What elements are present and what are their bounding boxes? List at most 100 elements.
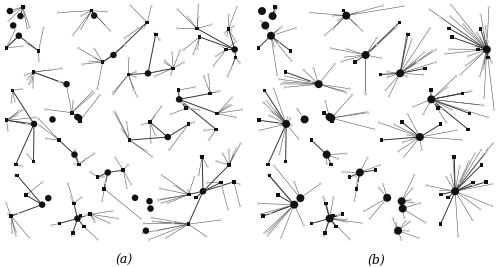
- Point: [28, 80, 36, 84]
- Point: [477, 13, 485, 17]
- Point: [382, 88, 390, 92]
- Point: [482, 150, 490, 155]
- Point: [308, 80, 316, 84]
- Point: [174, 7, 182, 12]
- Point: [476, 207, 484, 211]
- Point: [90, 47, 98, 51]
- Point: [90, 91, 98, 95]
- Point: [398, 199, 406, 203]
- Point: [224, 13, 232, 17]
- Point: [96, 93, 104, 97]
- Point: [330, 27, 338, 31]
- Point: [38, 180, 46, 184]
- Point: [136, 217, 144, 221]
- Point: [338, 59, 346, 64]
- Point: [224, 103, 232, 107]
- Point: [194, 172, 202, 177]
- Point: [346, 237, 354, 241]
- Point: [370, 127, 378, 131]
- Point: [8, 231, 16, 235]
- Point: [88, 9, 96, 13]
- Point: [466, 111, 473, 116]
- Point: [400, 215, 408, 220]
- Point: [108, 209, 116, 213]
- Point: [306, 10, 314, 15]
- Point: [26, 25, 34, 29]
- Point: [352, 175, 360, 179]
- Point: [82, 18, 90, 22]
- Point: [383, 196, 391, 200]
- Point: [294, 136, 302, 141]
- Point: [44, 196, 52, 200]
- Point: [456, 72, 464, 77]
- Point: [206, 91, 214, 96]
- Point: [184, 15, 192, 19]
- Point: [174, 88, 182, 92]
- Point: [426, 7, 434, 12]
- Point: [28, 123, 36, 127]
- Point: [77, 14, 85, 18]
- Point: [30, 122, 38, 126]
- Point: [148, 215, 156, 220]
- Point: [465, 159, 473, 163]
- Point: [204, 72, 212, 77]
- Point: [469, 180, 477, 184]
- Point: [358, 29, 366, 33]
- Point: [68, 197, 76, 202]
- Point: [452, 74, 460, 78]
- Point: [18, 164, 26, 168]
- Point: [373, 36, 381, 40]
- Point: [470, 44, 478, 48]
- Point: [342, 151, 350, 156]
- Point: [74, 216, 82, 221]
- Point: [146, 199, 154, 203]
- Point: [150, 74, 158, 78]
- Point: [207, 22, 215, 27]
- Point: [186, 107, 194, 111]
- Point: [13, 173, 21, 178]
- Point: [418, 148, 426, 152]
- Point: [225, 148, 233, 152]
- Point: [374, 43, 382, 47]
- Point: [342, 217, 350, 222]
- Point: [24, 77, 32, 81]
- Point: [314, 83, 322, 87]
- Point: [69, 33, 77, 37]
- Point: [286, 49, 294, 53]
- Point: [346, 175, 354, 179]
- Point: [448, 108, 456, 112]
- Point: [169, 220, 177, 225]
- Point: [396, 20, 404, 25]
- Point: [410, 173, 418, 177]
- Point: [232, 55, 239, 60]
- Point: [29, 85, 37, 89]
- Point: [385, 94, 393, 98]
- Point: [190, 175, 198, 179]
- Point: [320, 111, 328, 115]
- Point: [321, 33, 329, 37]
- Point: [458, 138, 466, 142]
- Point: [6, 9, 14, 13]
- Point: [71, 148, 79, 152]
- Point: [379, 182, 387, 186]
- Point: [449, 154, 457, 158]
- Point: [300, 117, 308, 121]
- Point: [282, 159, 290, 164]
- Point: [78, 195, 86, 199]
- Point: [268, 14, 276, 18]
- Point: [21, 5, 29, 9]
- Point: [12, 233, 20, 238]
- Point: [227, 67, 235, 71]
- Point: [40, 26, 48, 30]
- Point: [90, 220, 98, 224]
- Point: [14, 211, 22, 216]
- Point: [468, 89, 475, 93]
- Point: [2, 118, 10, 122]
- Point: [282, 70, 290, 74]
- Point: [419, 112, 427, 116]
- Point: [146, 120, 154, 124]
- Point: [84, 212, 92, 216]
- Point: [174, 26, 182, 30]
- Point: [264, 230, 272, 234]
- Point: [322, 152, 330, 157]
